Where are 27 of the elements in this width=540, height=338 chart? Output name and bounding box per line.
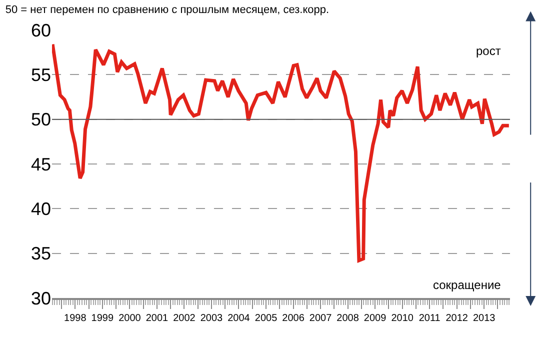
x-tick-label: 2011 [418, 313, 441, 324]
x-tick-label: 2002 [173, 313, 196, 324]
x-tick-label: 2009 [364, 313, 387, 324]
x-tick-label: 2012 [446, 313, 468, 324]
x-tick-label: 1998 [64, 313, 87, 324]
x-tick-label: 2007 [309, 313, 332, 324]
y-tick-label: 60 [30, 20, 51, 40]
x-tick-label: 2006 [282, 313, 305, 324]
x-tick-label: 1999 [91, 313, 114, 324]
x-tick-label: 2004 [228, 313, 250, 324]
y-tick-label: 55 [30, 64, 51, 85]
x-tick-label: 2013 [472, 313, 496, 324]
y-tick-label: 35 [30, 244, 51, 264]
x-tick-label: 2003 [200, 313, 224, 324]
x-tick-label: 2000 [118, 313, 142, 324]
line-series [52, 42, 510, 262]
chart-title: 50 = нет перемен по сравнению с прошлым месяцем, сез.корр. [5, 4, 330, 16]
y-tick-label: 45 [30, 154, 51, 174]
y-tick-label: 30 [30, 288, 51, 308]
y-tick-label: 40 [30, 198, 51, 219]
annotation: сокращение [433, 278, 502, 292]
annotation: рост [476, 44, 502, 58]
y-tick-label: 50 [30, 110, 51, 130]
x-tick-label: 2001 [146, 313, 169, 324]
x-tick-label: 2010 [391, 313, 414, 324]
x-tick-label: 2008 [336, 313, 360, 324]
x-tick-label: 2005 [254, 313, 278, 324]
